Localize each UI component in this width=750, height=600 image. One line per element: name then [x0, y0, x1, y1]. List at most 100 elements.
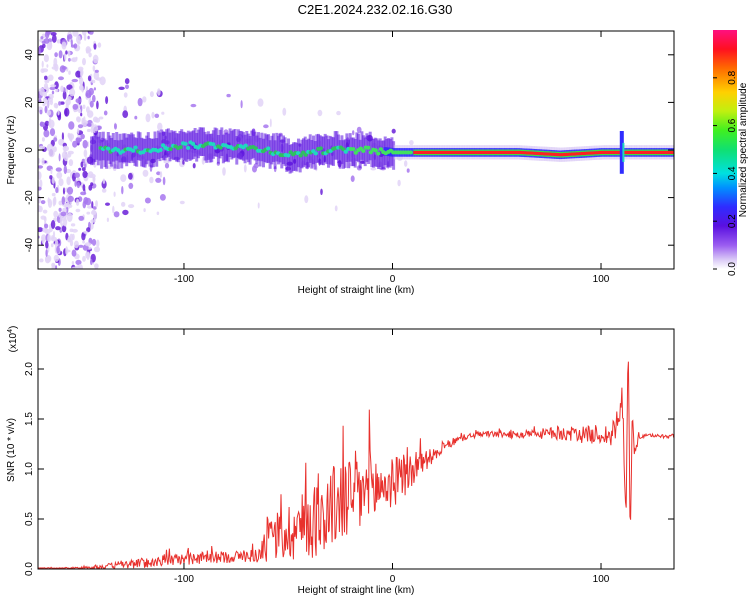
spectral-scatter-blob — [72, 140, 78, 148]
ridge-peak-blob — [211, 142, 216, 147]
ridge-edge-segment — [611, 149, 614, 151]
spectral-scatter-blob — [58, 200, 63, 206]
ridge-edge-segment — [663, 149, 667, 151]
spectral-scatter-blob — [68, 70, 71, 75]
spectral-scatter-blob — [54, 52, 58, 58]
ridge-edge-segment — [581, 150, 584, 152]
spectral-scatter-blob — [66, 186, 74, 195]
ridge-peak-segment — [460, 150, 464, 154]
ridge-edge-segment — [638, 149, 642, 151]
ridge-peak-blob — [318, 146, 323, 151]
spectral-scatter-blob — [71, 233, 75, 241]
spectral-scatter-blob — [82, 104, 86, 110]
spectral-scatter-blob — [257, 98, 264, 107]
spectral-scatter-blob — [137, 97, 143, 107]
spectral-scatter-blob — [56, 171, 63, 179]
ridge-edge-segment — [430, 149, 434, 151]
spectral-scatter-blob — [257, 202, 260, 209]
ridge-halo-segment — [183, 132, 187, 161]
spectral-scatter-blob — [52, 197, 56, 207]
spectral-scatter-blob — [49, 128, 56, 137]
spectral-scatter-blob — [58, 76, 64, 81]
spectral-scatter-blob — [120, 174, 127, 183]
ridge-edge-segment — [503, 149, 507, 151]
spectral-scatter-blob — [68, 204, 73, 208]
x-tick-label: 0 — [390, 574, 396, 585]
spectral-scatter-blob — [69, 88, 76, 97]
spectral-scatter-blob — [67, 34, 73, 40]
ridge-halo-segment — [208, 134, 212, 163]
ridge-halo-segment — [372, 139, 376, 168]
spectral-scatter-blob — [38, 46, 41, 56]
ridge-peak-segment — [633, 150, 637, 154]
spectral-scatter-blob — [82, 139, 88, 149]
ridge-edge-segment — [450, 154, 454, 156]
spectral-scatter-blob — [84, 242, 91, 247]
spectral-scatter-blob — [48, 119, 55, 129]
ridge-edge-segment — [498, 154, 502, 156]
ridge-edge-segment — [490, 154, 494, 156]
ridge-peak-segment — [613, 150, 617, 154]
spectral-scatter-blob — [71, 249, 77, 257]
spectral-scatter-blob — [54, 81, 59, 90]
spectral-scatter-blob — [42, 227, 48, 233]
spectral-scatter-blob — [62, 145, 69, 152]
spectral-scatter-blob — [86, 211, 91, 215]
ridge-edge-segment — [523, 154, 527, 156]
ridge-peak-segment — [503, 150, 507, 154]
figure-title: C2E1.2024.232.02.16.G30 — [297, 2, 453, 17]
ridge-peak-segment — [525, 151, 529, 155]
ridge-halo-segment — [130, 132, 134, 162]
ridge-edge-segment — [566, 156, 569, 158]
ridge-edge-segment — [490, 149, 494, 151]
y-tick-label: 2.0 — [24, 362, 35, 376]
ridge-peak-segment — [438, 150, 442, 154]
ridge-edge-segment — [631, 154, 634, 156]
ridge-peak-segment — [440, 150, 444, 154]
ridge-edge-segment — [641, 149, 645, 151]
ridge-peak-segment — [490, 150, 494, 154]
spectral-scatter-blob — [121, 186, 124, 195]
ridge-halo-segment — [347, 139, 350, 169]
colorbar-tick-label: 0.2 — [727, 214, 738, 228]
ridge-halo-segment — [96, 136, 100, 166]
spectral-scatter-blob — [76, 137, 82, 143]
spectral-scatter-blob — [75, 56, 78, 60]
ridge-peak-segment — [475, 150, 479, 154]
ridge-edge-segment — [558, 151, 562, 154]
spectral-scatter-blob — [82, 120, 88, 127]
ridge-peak-segment — [598, 151, 602, 154]
ridge-halo-segment — [260, 132, 264, 162]
spectral-scatter-blob — [89, 173, 96, 179]
ridge-halo-segment — [248, 136, 252, 165]
y-tick-label: 20 — [24, 96, 35, 108]
spectral-scatter-blob — [38, 227, 44, 233]
ridge-halo-segment — [360, 131, 364, 160]
ridge-edge-segment — [666, 154, 670, 156]
spectral-scatter-blob — [44, 120, 50, 127]
ridge-halo-segment — [205, 134, 209, 163]
spectral-scatter-blob — [50, 32, 57, 36]
ridge-peak-segment — [518, 150, 522, 154]
ridge-edge-segment — [493, 154, 497, 156]
spectral-scatter-blob — [40, 68, 45, 74]
spectral-scatter-blob — [80, 70, 83, 78]
ridge-peak-segment — [483, 150, 487, 154]
spectral-scatter-blob — [72, 103, 79, 110]
ridge-edge-segment — [661, 154, 665, 156]
ridge-edge-segment — [563, 156, 567, 158]
ridge-edge-segment — [626, 149, 629, 151]
spectral-scatter-blob — [62, 90, 67, 100]
colorbar-tick-label: 0.8 — [727, 70, 738, 84]
x-tick-label: 100 — [593, 274, 610, 285]
ridge-edge-segment — [536, 155, 539, 157]
ridge-peak-segment — [643, 150, 647, 154]
spectral-scatter-blob — [106, 217, 109, 222]
ridge-halo-segment — [292, 142, 295, 171]
ridge-peak-blob — [353, 150, 358, 155]
spectral-scatter-blob — [142, 96, 147, 103]
ridge-edge-segment — [500, 154, 504, 156]
ridge-halo-segment — [206, 131, 210, 160]
ridge-edge-segment — [525, 154, 529, 156]
ridge-edge-segment — [488, 149, 492, 151]
